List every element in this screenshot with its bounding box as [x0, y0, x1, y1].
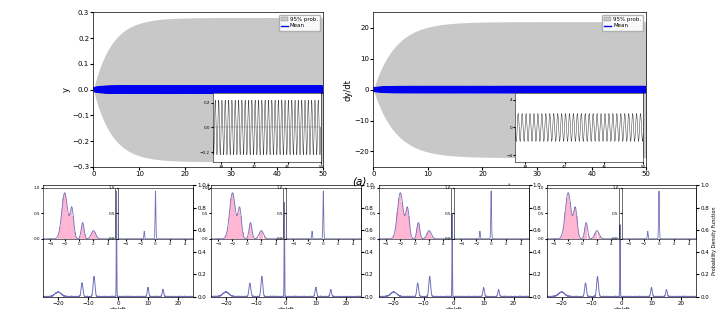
Y-axis label: dy/dt: dy/dt [344, 79, 353, 100]
X-axis label: t: t [207, 183, 210, 192]
X-axis label: dg/dt: dg/dt [110, 307, 126, 309]
Y-axis label: y: y [62, 87, 70, 92]
X-axis label: dg/dt: dg/dt [278, 307, 294, 309]
X-axis label: t: t [508, 183, 511, 192]
X-axis label: dg/dt: dg/dt [613, 307, 630, 309]
Legend: 95% prob., Mean: 95% prob., Mean [602, 15, 643, 31]
Legend: 95% prob., Mean: 95% prob., Mean [279, 15, 320, 31]
Y-axis label: Probability Density Function: Probability Density Function [712, 207, 717, 275]
X-axis label: dg/dt: dg/dt [445, 307, 462, 309]
Text: (a): (a) [352, 176, 366, 186]
